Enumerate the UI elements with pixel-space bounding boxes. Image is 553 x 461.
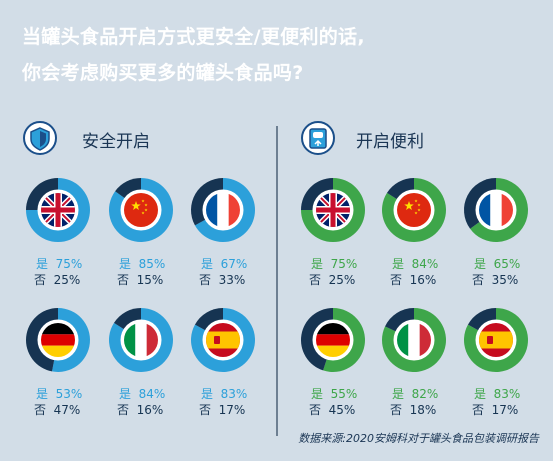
panel-label-safe: 安全开启: [82, 132, 150, 152]
yes-label: 是 75%: [36, 257, 83, 271]
yes-label: 是 65%: [474, 257, 521, 271]
title-line-2: 你会考虑购买更多的罐头食品吗?: [22, 62, 304, 84]
china-flag: [124, 193, 158, 227]
france-flag: [206, 193, 240, 227]
donut-0-1: [109, 178, 173, 243]
no-label: 否 15%: [117, 273, 164, 287]
germany-flag: [316, 323, 350, 357]
no-label: 否 25%: [34, 273, 81, 287]
no-label: 否 35%: [472, 273, 519, 287]
no-label: 否 16%: [117, 403, 164, 417]
no-label: 否 18%: [390, 403, 437, 417]
yes-label: 是 75%: [311, 257, 358, 271]
italy-flag: [124, 323, 158, 357]
uk-flag: [41, 193, 75, 227]
spain-flag: [479, 323, 513, 357]
donut-0-4: [108, 308, 174, 372]
france-flag: [479, 193, 513, 227]
donut-1-5: [464, 307, 528, 372]
no-label: 否 17%: [472, 403, 519, 417]
italy-flag: [397, 323, 431, 357]
uk-flag: [316, 193, 350, 227]
no-label: 否 16%: [390, 273, 437, 287]
yes-label: 是 55%: [311, 387, 358, 401]
yes-label: 是 53%: [36, 387, 83, 401]
no-label: 否 45%: [309, 403, 356, 417]
no-label: 否 47%: [34, 403, 81, 417]
yes-label: 是 83%: [201, 387, 248, 401]
donut-0-0: [26, 178, 90, 242]
yes-label: 是 85%: [119, 257, 166, 271]
source-note: 数据来源:2020安姆科对于罐头食品包装调研报告: [298, 432, 539, 445]
donut-0-2: [191, 178, 256, 242]
yes-label: 是 84%: [119, 387, 166, 401]
no-label: 否 33%: [199, 273, 246, 287]
donut-0-5: [191, 307, 256, 372]
yes-label: 是 67%: [201, 257, 248, 271]
germany-flag: [41, 323, 75, 357]
donut-1-4: [382, 308, 446, 372]
yes-label: 是 84%: [392, 257, 439, 271]
donut-0-3: [25, 308, 90, 372]
can-opener-icon: [301, 121, 335, 155]
yes-label: 是 82%: [392, 387, 439, 401]
china-flag: [397, 193, 431, 227]
donut-1-2: [464, 178, 528, 243]
panel-label-convenient: 开启便利: [356, 132, 424, 152]
no-label: 否 17%: [199, 403, 246, 417]
donut-1-1: [382, 178, 447, 242]
shield-icon: [23, 121, 57, 155]
yes-label: 是 83%: [474, 387, 521, 401]
divider: [276, 126, 278, 436]
title-line-1: 当罐头食品开启方式更安全/更便利的话,: [22, 26, 365, 48]
donut-1-0: [301, 178, 365, 242]
donut-1-3: [301, 308, 365, 373]
spain-flag: [206, 323, 240, 357]
no-label: 否 25%: [309, 273, 356, 287]
